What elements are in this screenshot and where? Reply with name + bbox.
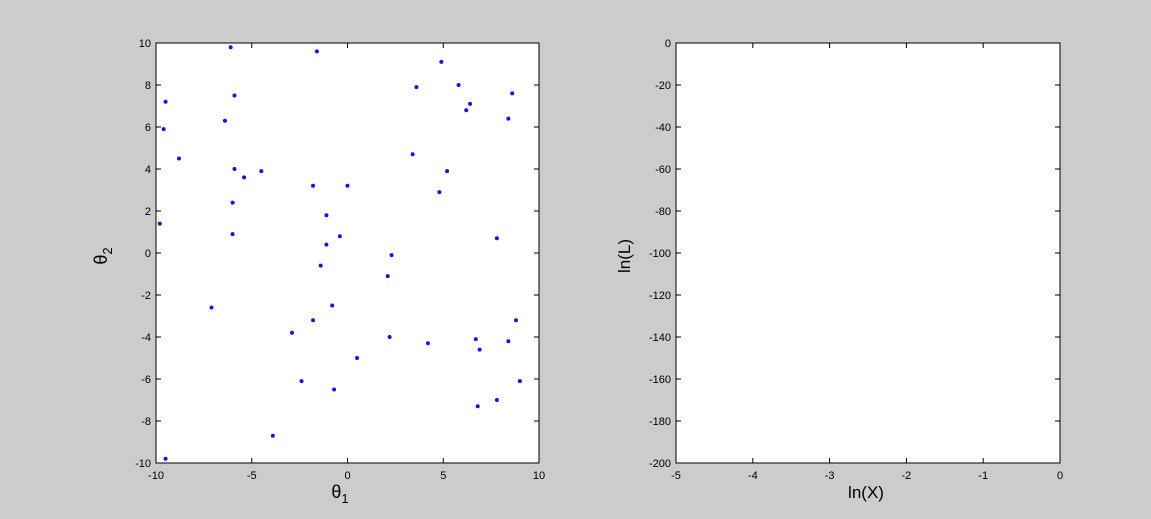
scatter-point <box>330 303 335 308</box>
scatter-points <box>157 45 522 461</box>
scatter-y-tick-label: -6 <box>141 374 151 386</box>
scatter-point <box>259 169 264 174</box>
scatter-point <box>332 387 337 392</box>
scatter-y-axis-label: θ2 <box>91 247 115 264</box>
scatter-point <box>337 234 342 239</box>
likelihood-ticks: -5 -4 -3 -2 -1 0-200-180-160-140-120-100-80-6… <box>649 38 1063 482</box>
scatter-point <box>473 337 478 342</box>
scatter-point <box>410 152 415 157</box>
likelihood-x-tick-label: -4 <box>748 470 758 482</box>
scatter-point <box>232 167 237 171</box>
scatter-y-tick-label: 2 <box>145 206 151 218</box>
scatter-y-tick-label: 4 <box>145 164 151 176</box>
likelihood-x-tick-label: -2 <box>902 470 912 482</box>
scatter-point <box>230 232 235 237</box>
likelihood-x-tick-label: -3 <box>825 470 835 482</box>
likelihood-x-tick-label: -1 <box>978 470 988 482</box>
scatter-point <box>477 347 482 352</box>
scatter-y-tick-label: 8 <box>145 80 151 92</box>
scatter-point <box>414 85 419 90</box>
scatter-axes <box>155 42 540 464</box>
scatter-point <box>230 200 235 205</box>
scatter-point <box>387 335 392 339</box>
scatter-point <box>232 93 237 98</box>
scatter-point <box>289 330 294 335</box>
likelihood-y-tick-label: -20 <box>655 80 671 92</box>
scatter-point <box>506 339 511 344</box>
likelihood-y-tick-label: 0 <box>665 38 671 50</box>
scatter-point <box>311 183 316 188</box>
scatter-point <box>345 183 350 188</box>
scatter-x-tick-label: -10 <box>148 470 164 482</box>
scatter-point <box>222 118 227 123</box>
likelihood-y-axis-label: ln(L) <box>615 239 634 273</box>
likelihood-x-tick-label: -5 <box>671 470 681 482</box>
scatter-x-axis-label: θ1 <box>331 482 348 506</box>
scatter-point <box>324 213 329 218</box>
scatter-x-tick-label: -5 <box>247 470 257 482</box>
scatter-y-tick-label: -2 <box>141 290 151 302</box>
likelihood-y-tick-label: -100 <box>649 248 671 260</box>
scatter-point <box>157 221 162 226</box>
likelihood-axes <box>675 42 1061 464</box>
scatter-point <box>242 175 247 180</box>
scatter-point <box>355 356 360 360</box>
scatter-point <box>464 108 469 113</box>
likelihood-x-axis-label: ln(X) <box>848 483 884 502</box>
likelihood-x-tick-label: 0 <box>1057 470 1063 482</box>
scatter-point <box>514 318 519 323</box>
scatter-point <box>324 242 329 247</box>
scatter-point <box>437 190 442 195</box>
scatter-y-axis-label-sub: 2 <box>100 247 115 254</box>
scatter-point <box>311 318 316 323</box>
scatter-point <box>439 59 444 64</box>
scatter-point <box>468 101 473 106</box>
scatter-point <box>385 274 390 279</box>
scatter-point <box>475 404 480 409</box>
scatter-x-axis-label-sub: 1 <box>341 491 348 506</box>
scatter-point <box>176 156 181 161</box>
scatter-y-tick-label: -10 <box>135 458 151 470</box>
scatter-ticks: -10 -5 0 5 10 -10 -8 -6 -4 -2 0 2 4 6 8 10 <box>135 38 545 482</box>
likelihood-y-tick-label: -80 <box>655 206 671 218</box>
scatter-x-tick-label: 0 <box>344 470 350 482</box>
scatter-point <box>228 45 233 50</box>
scatter-point <box>506 116 511 121</box>
scatter-point <box>425 341 430 346</box>
scatter-point <box>517 379 522 384</box>
scatter-y-tick-label: -8 <box>141 416 151 428</box>
scatter-point <box>163 456 168 461</box>
scatter-point <box>510 91 515 96</box>
likelihood-y-tick-label: -180 <box>649 416 671 428</box>
likelihood-y-tick-label: -140 <box>649 332 671 344</box>
scatter-point <box>318 263 323 268</box>
scatter-point <box>299 379 304 384</box>
scatter-point <box>270 433 275 438</box>
scatter-point <box>494 398 499 402</box>
likelihood-plot: -5 -4 -3 -2 -1 0-200-180-160-140-120-100-80-6… <box>615 38 1063 502</box>
likelihood-y-tick-label: -160 <box>649 374 671 386</box>
scatter-point <box>161 127 166 132</box>
scatter-point <box>494 236 499 241</box>
scatter-point <box>209 305 214 310</box>
scatter-y-tick-label: 10 <box>139 38 151 50</box>
scatter-y-tick-label: 6 <box>145 122 151 134</box>
scatter-x-axis-label-main: θ <box>331 482 341 502</box>
scatter-y-tick-label: 0 <box>145 248 151 260</box>
scatter-point <box>163 99 168 104</box>
likelihood-y-tick-label: -120 <box>649 290 671 302</box>
scatter-point <box>445 169 450 174</box>
scatter-point <box>389 253 394 258</box>
likelihood-y-tick-label: -60 <box>655 164 671 176</box>
likelihood-y-tick-label: -200 <box>649 458 671 470</box>
scatter-y-tick-label: -4 <box>141 332 151 344</box>
scatter-x-tick-label: 5 <box>440 470 446 482</box>
scatter-point <box>456 83 461 87</box>
scatter-x-tick-label: 10 <box>533 470 545 482</box>
scatter-point <box>314 49 319 54</box>
likelihood-y-tick-label: -40 <box>655 122 671 134</box>
scatter-y-axis-label-main: θ <box>91 255 111 265</box>
